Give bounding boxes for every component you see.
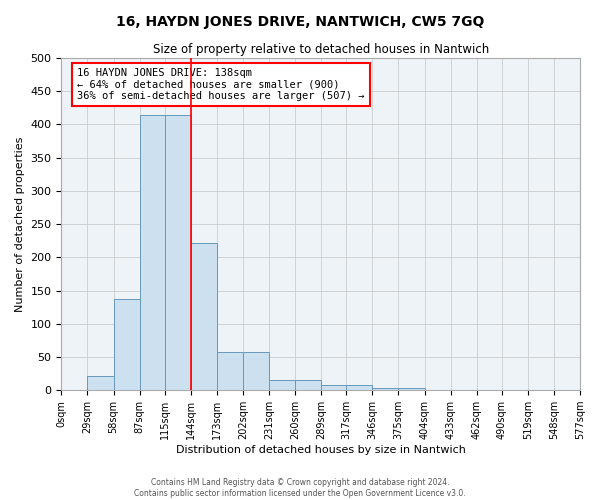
Bar xyxy=(269,380,295,390)
Bar xyxy=(373,388,398,390)
Bar xyxy=(243,352,269,390)
Bar xyxy=(88,376,113,390)
X-axis label: Distribution of detached houses by size in Nantwich: Distribution of detached houses by size … xyxy=(176,445,466,455)
Bar xyxy=(321,385,346,390)
Bar xyxy=(346,385,373,390)
Y-axis label: Number of detached properties: Number of detached properties xyxy=(15,136,25,312)
Text: 16 HAYDN JONES DRIVE: 138sqm
← 64% of detached houses are smaller (900)
36% of s: 16 HAYDN JONES DRIVE: 138sqm ← 64% of de… xyxy=(77,68,364,101)
Bar xyxy=(191,242,217,390)
Bar xyxy=(140,114,165,390)
Bar xyxy=(398,388,425,390)
Bar xyxy=(295,380,321,390)
Text: 16, HAYDN JONES DRIVE, NANTWICH, CW5 7GQ: 16, HAYDN JONES DRIVE, NANTWICH, CW5 7GQ xyxy=(116,15,484,29)
Bar xyxy=(165,114,191,390)
Text: Contains HM Land Registry data © Crown copyright and database right 2024.
Contai: Contains HM Land Registry data © Crown c… xyxy=(134,478,466,498)
Bar xyxy=(113,298,140,390)
Bar xyxy=(217,352,243,390)
Title: Size of property relative to detached houses in Nantwich: Size of property relative to detached ho… xyxy=(152,42,489,56)
